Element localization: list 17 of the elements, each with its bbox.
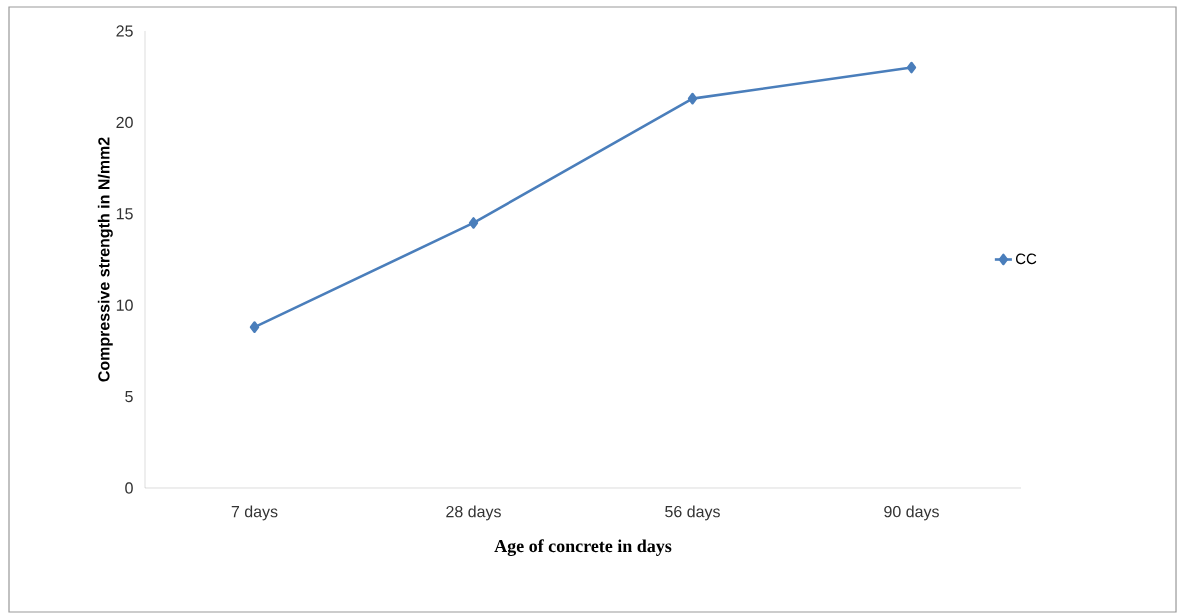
x-axis-title: Age of concrete in days bbox=[494, 539, 672, 556]
y-tick-label: 25 bbox=[116, 25, 133, 37]
point bbox=[906, 61, 917, 74]
y-tick-label: 20 bbox=[116, 116, 133, 129]
y-tick-label: 0 bbox=[125, 482, 133, 494]
point bbox=[687, 92, 698, 105]
y-tick-label: 5 bbox=[125, 391, 133, 403]
y-axis-title: Compressive strength in N/mm2 bbox=[97, 137, 113, 382]
x-tick-label: 90 days bbox=[884, 505, 939, 521]
point bbox=[249, 321, 260, 333]
y-tick-label: 15 bbox=[116, 208, 133, 220]
legend-label: CC bbox=[1015, 253, 1037, 265]
x-tick-label: 56 days bbox=[665, 505, 720, 521]
x-tick-label: 28 days bbox=[446, 505, 501, 521]
x-tick-label: 7 days bbox=[231, 505, 278, 521]
y-tick-label: 10 bbox=[116, 299, 133, 311]
point bbox=[468, 217, 479, 229]
